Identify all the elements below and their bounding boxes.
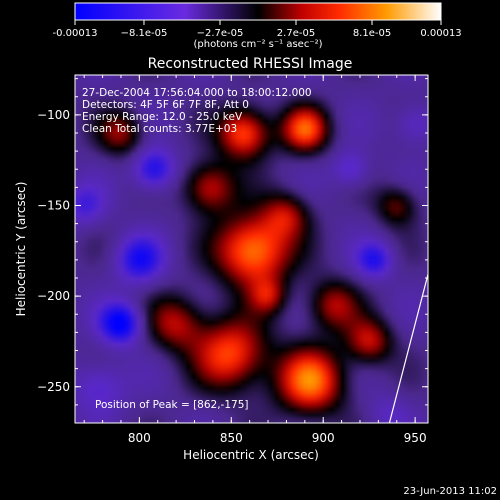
x-tick-label: 900 bbox=[312, 431, 335, 445]
y-axis-label: Heliocentric Y (arcsec) bbox=[14, 182, 28, 317]
colorbar-tick-label: −8.1e-05 bbox=[121, 28, 168, 39]
colorbar-tick-label: 2.7e-05 bbox=[277, 28, 315, 39]
annotation-energy: Energy Range: 12.0 - 25.0 keV bbox=[82, 111, 243, 123]
annotation-detectors: Detectors: 4F 5F 6F 7F 8F, Att 0 bbox=[82, 99, 249, 111]
colorbar-tick-label: −2.7e-05 bbox=[197, 28, 244, 39]
peak-position-label: Position of Peak = [862,-175] bbox=[95, 399, 249, 411]
colorbar bbox=[74, 2, 442, 21]
annotation-time: 27-Dec-2004 17:56:04.000 to 18:00:12.000 bbox=[82, 87, 312, 99]
limb-line bbox=[388, 274, 428, 423]
colorbar-tick-label: -0.00013 bbox=[53, 28, 98, 39]
x-axis: 800 850 900 950 bbox=[83, 75, 427, 445]
y-axis: −100 −150 −200 −250 bbox=[37, 78, 428, 424]
y-tick-label: −200 bbox=[37, 289, 70, 303]
x-tick-label: 850 bbox=[220, 431, 243, 445]
colorbar-units: (photons cm⁻² s⁻¹ asec⁻²) bbox=[193, 39, 322, 50]
x-tick-label: 950 bbox=[404, 431, 427, 445]
colorbar-tick-label: 8.1e-05 bbox=[353, 28, 391, 39]
chart-title: Reconstructed RHESSI Image bbox=[148, 56, 353, 72]
y-tick-label: −150 bbox=[37, 199, 70, 213]
x-tick-label: 800 bbox=[128, 431, 151, 445]
plot-frame bbox=[74, 74, 429, 424]
colorbar-tick-label: 0.00013 bbox=[420, 28, 461, 39]
colorbar-ticks: -0.00013 −8.1e-05 −2.7e-05 2.7e-05 8.1e-05 0.… bbox=[53, 20, 462, 39]
annotation-clean: Clean Total counts: 3.77E+03 bbox=[82, 123, 237, 135]
heatmap-image bbox=[75, 75, 428, 423]
footer-timestamp: 23-Jun-2013 11:02 bbox=[403, 486, 497, 497]
x-axis-label: Heliocentric X (arcsec) bbox=[183, 448, 319, 462]
y-tick-label: −250 bbox=[37, 380, 70, 394]
y-tick-label: −100 bbox=[37, 108, 70, 122]
